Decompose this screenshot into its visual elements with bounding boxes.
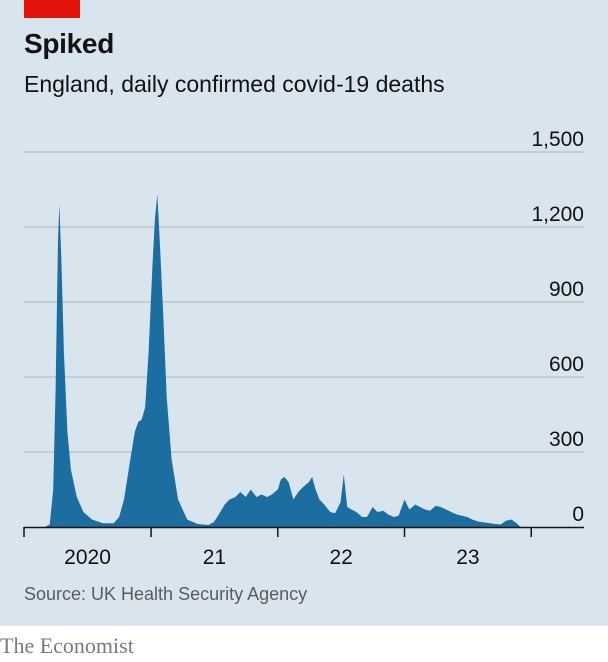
- y-tick-label: 900: [549, 278, 584, 301]
- brand-tag: [24, 0, 80, 18]
- y-tick-label: 1,200: [531, 203, 584, 226]
- source-note: Source: UK Health Security Agency: [24, 584, 308, 604]
- chart-subtitle: England, daily confirmed covid-19 deaths: [24, 71, 445, 97]
- y-tick-label: 300: [549, 428, 584, 451]
- chart-svg: 0 300 600 900 1,200 1,500 2020 21 22 23: [23, 128, 584, 569]
- x-axis-tick-labels: 2020 21 22 23: [64, 546, 479, 569]
- chart-title: Spiked: [24, 28, 115, 59]
- y-tick-label: 600: [549, 353, 584, 376]
- y-tick-label: 1,500: [531, 128, 584, 151]
- economist-wordmark: The Economist: [0, 633, 134, 658]
- y-tick-label: 0: [572, 503, 584, 526]
- y-axis-tick-labels: 0 300 600 900 1,200 1,500: [531, 128, 584, 526]
- x-axis-ticks: [23, 527, 532, 537]
- series-area: [44, 194, 521, 527]
- x-tick-label: 23: [456, 546, 479, 569]
- x-tick-label: 22: [329, 546, 352, 569]
- x-tick-label: 21: [203, 546, 226, 569]
- x-tick-label: 2020: [64, 546, 111, 569]
- gridlines: [24, 151, 584, 453]
